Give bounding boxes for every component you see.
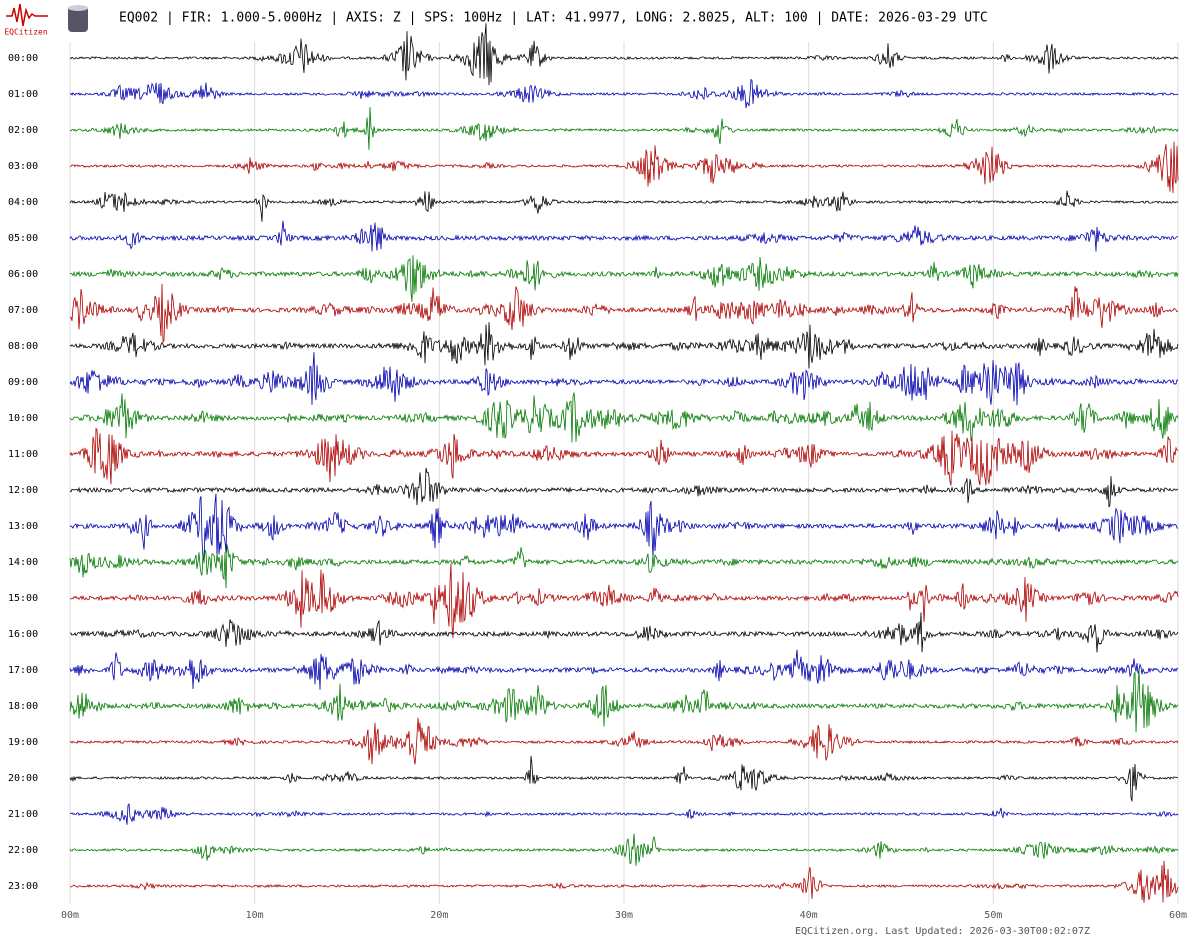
trace — [69, 78, 1179, 109]
row-label: 16:00 — [8, 629, 38, 640]
row-label: 01:00 — [8, 89, 38, 100]
row-label: 09:00 — [8, 377, 38, 388]
logo-icon — [68, 6, 88, 32]
row-label: 07:00 — [8, 305, 38, 316]
row-label: 18:00 — [8, 701, 38, 712]
x-tick-label: 40m — [800, 910, 818, 921]
trace — [69, 802, 1179, 825]
chart-title: EQ002 | FIR: 1.000-5.000Hz | AXIS: Z | S… — [119, 11, 988, 26]
trace — [69, 190, 1179, 222]
row-label: 21:00 — [8, 809, 38, 820]
x-tick-label: 60m — [1169, 910, 1187, 921]
row-label: 23:00 — [8, 881, 38, 892]
row-label: 06:00 — [8, 269, 38, 280]
x-tick-label: 00m — [61, 910, 79, 921]
row-label: 10:00 — [8, 413, 38, 424]
trace — [69, 23, 1179, 86]
trace — [69, 544, 1179, 589]
x-tick-label: 10m — [246, 910, 264, 921]
row-label: 19:00 — [8, 737, 38, 748]
trace — [69, 427, 1179, 486]
trace — [69, 467, 1179, 508]
trace — [69, 493, 1179, 561]
trace — [69, 667, 1179, 733]
traces: 00:00 01:00 02:00 03:00 04:00 05:00 06:00 07:00… — [8, 23, 1179, 903]
x-tick-label: 30m — [615, 910, 633, 921]
row-label: 14:00 — [8, 557, 38, 568]
logo-wave — [6, 3, 48, 27]
row-label: 13:00 — [8, 521, 38, 532]
row-label: 15:00 — [8, 593, 38, 604]
trace — [69, 106, 1179, 150]
trace — [70, 612, 1179, 653]
logo-text: EQCitizen — [4, 28, 48, 37]
trace — [69, 833, 1179, 866]
trace — [69, 141, 1179, 194]
x-tick-label: 20m — [430, 910, 448, 921]
footer: EQCitizen.org. Last Updated: 2026-03-30T… — [795, 926, 1090, 937]
trace — [69, 860, 1179, 903]
row-label: 02:00 — [8, 125, 38, 136]
logo-icon-top — [68, 5, 88, 11]
trace — [69, 220, 1179, 252]
x-tick-label: 50m — [984, 910, 1002, 921]
row-label: 12:00 — [8, 485, 38, 496]
row-label: 08:00 — [8, 341, 38, 352]
row-label: 05:00 — [8, 233, 38, 244]
row-label: 00:00 — [8, 53, 38, 64]
trace — [69, 755, 1179, 802]
grid: 00m 10m 20m 30m 40m 50m 60m — [61, 42, 1187, 921]
trace — [69, 255, 1179, 302]
trace — [69, 717, 1179, 765]
trace — [69, 563, 1179, 639]
row-label: 11:00 — [8, 449, 38, 460]
trace — [69, 649, 1179, 690]
trace — [69, 322, 1179, 369]
trace — [69, 283, 1179, 344]
row-label: 04:00 — [8, 197, 38, 208]
row-label: 17:00 — [8, 665, 38, 676]
row-label: 03:00 — [8, 161, 38, 172]
row-label: 22:00 — [8, 845, 38, 856]
trace — [69, 352, 1179, 406]
trace — [69, 392, 1179, 443]
logo: EQCitizen — [4, 3, 88, 37]
row-label: 20:00 — [8, 773, 38, 784]
